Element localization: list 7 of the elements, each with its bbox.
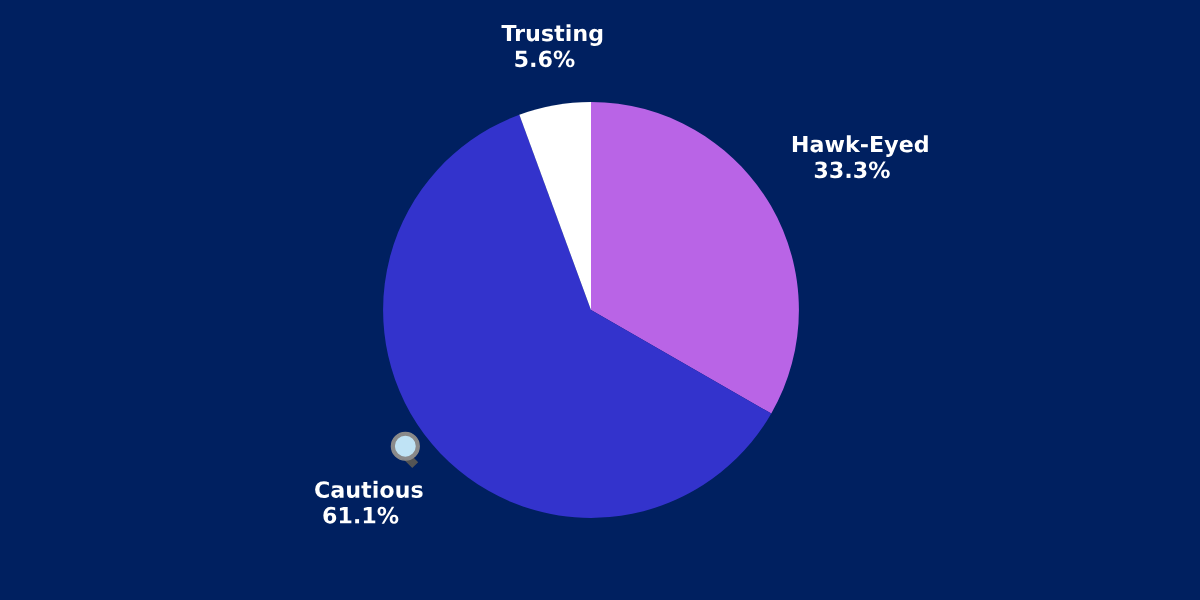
slice-label: Hawk-Eyed [792, 135, 928, 157]
slice-label: Trusting [501, 24, 603, 46]
pie-slice [519, 102, 591, 310]
slice-label: Cautious [315, 480, 423, 498]
data-label: 61.1% [323, 506, 399, 524]
data-label: 5.6% [515, 50, 575, 68]
data-label: 33.3% [814, 161, 890, 179]
